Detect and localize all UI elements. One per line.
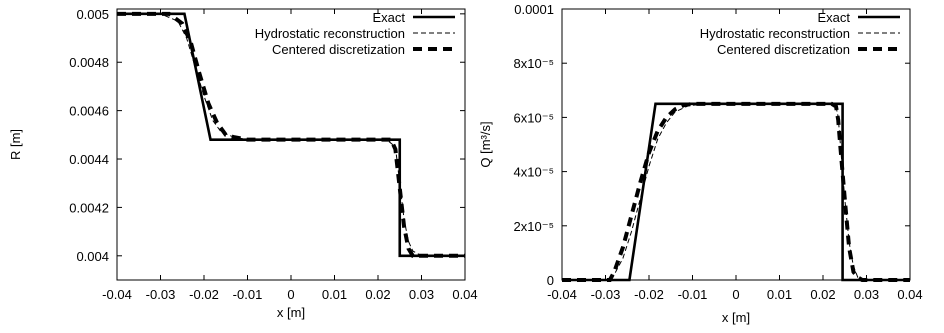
legend-label-hydrostatic-reconstruction: Hydrostatic reconstruction [700,26,850,41]
legend-label-centered-discretization: Centered discretization [717,42,850,57]
y-tick-label: 0.0042 [69,200,109,215]
y-axis-label: Q [m³/s] [478,121,493,167]
r-vs-x-chart: -0.04 -0.03 -0.02 -0.01 0 0.01 0.02 0.03 0.04 0.0… [8,7,478,320]
x-tick-label: 0.01 [767,287,792,302]
series-line-centered-discretization [562,101,910,282]
y-tick-label: 0.0001 [514,2,554,17]
x-tick-label: -0.04 [102,287,132,302]
legend-label-exact: Exact [817,10,850,25]
y-tick-label: 6x10⁻⁵ [514,110,554,125]
x-tick-label: 0.01 [322,287,347,302]
legend-label-exact: Exact [372,10,405,25]
x-tick-label: 0 [287,287,294,302]
y-tick-label: 0.004 [76,249,109,264]
y-axis-label: R [m] [8,129,23,160]
x-tick-label: 0.04 [452,287,477,302]
q-vs-x-chart: -0.04 -0.03 -0.02 -0.01 0 0.01 0.02 0.03 0.04 0 2x… [478,2,923,325]
legend-label-centered-discretization: Centered discretization [272,42,405,57]
x-tick-label: -0.02 [189,287,219,302]
y-tick-label: 0.0048 [69,55,109,70]
y-tick-label: 4x10⁻⁵ [514,165,554,180]
x-tick-label: 0.04 [897,287,922,302]
y-tick-label: 0.0044 [69,152,109,167]
x-tick-label: -0.02 [634,287,664,302]
x-tick-label: 0.02 [810,287,835,302]
y-tick-label: 0.005 [76,7,109,22]
series-line-centered-discretization [117,11,465,258]
series-line-exact [562,102,910,282]
x-axis-label: x [m] [277,305,305,320]
y-tick-label: 0.0046 [69,104,109,119]
x-tick-label: -0.03 [146,287,176,302]
x-tick-label: 0.02 [365,287,390,302]
x-tick-label: -0.04 [547,287,577,302]
x-tick-label: -0.01 [678,287,708,302]
x-tick-label: -0.01 [233,287,263,302]
x-tick-label: 0 [732,287,739,302]
x-tick-label: -0.03 [591,287,621,302]
y-tick-label: 8x10⁻⁵ [514,56,554,71]
x-axis-label: x [m] [722,310,750,325]
legend-label-hydrostatic-reconstruction: Hydrostatic reconstruction [255,26,405,41]
series-line-hydrostatic-reconstruction [562,103,910,281]
y-tick-label: 2x10⁻⁵ [514,219,554,234]
x-tick-label: 0.03 [854,287,879,302]
y-tick-label: 0 [547,273,554,288]
x-tick-label: 0.03 [409,287,434,302]
